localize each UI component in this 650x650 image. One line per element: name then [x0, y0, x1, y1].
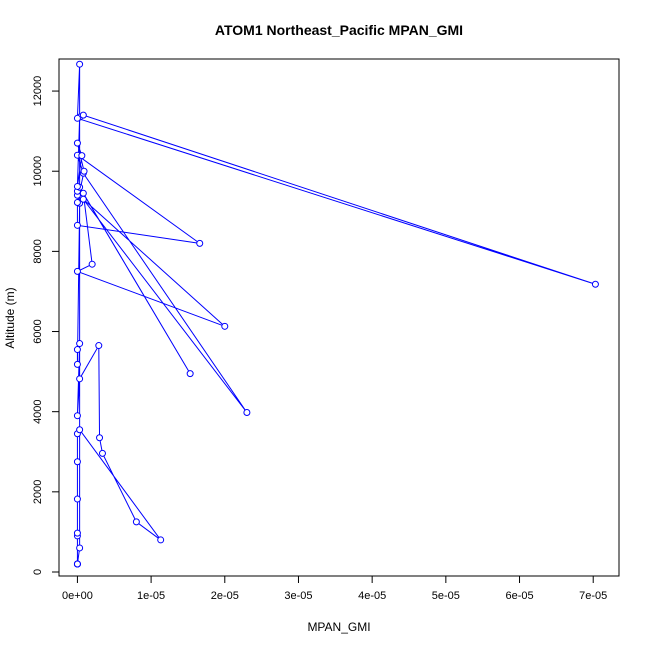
data-point [73, 139, 81, 147]
data-point [73, 267, 81, 275]
x-axis: 0e+00 1e-05 2e-05 3e-05 4e-05 5e-05 6e-05 7e-05 [62, 575, 607, 602]
data-point [73, 182, 81, 190]
x-tick-label: 0e+00 [62, 590, 93, 602]
x-tick-label: 4e-05 [358, 590, 386, 602]
data-point [96, 434, 104, 442]
data-point [79, 195, 87, 203]
series-line [76, 64, 596, 565]
y-tick-label: 12000 [32, 76, 44, 107]
data-point [73, 458, 81, 466]
x-tick-label: 7e-05 [579, 590, 607, 602]
data-point [76, 60, 84, 68]
data-point [591, 280, 599, 288]
data-point [73, 198, 81, 206]
y-tick-label: 6000 [32, 319, 44, 343]
data-point [132, 518, 140, 526]
data-point [79, 111, 87, 119]
plot-frame [58, 58, 620, 577]
data-point [73, 114, 81, 122]
data-point [76, 375, 84, 383]
data-point [73, 360, 81, 368]
data-point [88, 260, 96, 268]
data-point [221, 322, 229, 330]
data-point [78, 152, 86, 160]
y-tick-label: 8000 [32, 239, 44, 263]
x-tick-label: 3e-05 [284, 590, 312, 602]
y-axis-label: Altitude (m) [3, 287, 17, 348]
y-tick-label: 10000 [32, 156, 44, 187]
data-point [79, 189, 87, 197]
x-axis-label: MPAN_GMI [307, 620, 370, 634]
data-point [186, 370, 194, 378]
data-point [73, 495, 81, 503]
y-tick-label: 0 [32, 569, 44, 575]
y-tick-label: 2000 [32, 480, 44, 504]
data-point [95, 342, 103, 350]
data-point [76, 426, 84, 434]
x-tick-label: 6e-05 [505, 590, 533, 602]
data-point [243, 408, 251, 416]
data-point [73, 529, 81, 537]
y-tick-label: 4000 [32, 399, 44, 423]
x-tick-label: 5e-05 [432, 590, 460, 602]
data-point [73, 560, 81, 568]
series-layer [73, 60, 599, 568]
y-axis: 0 2000 4000 6000 8000 10000 12000 [32, 76, 60, 575]
data-point [73, 412, 81, 420]
chart-title: ATOM1 Northeast_Pacific MPAN_GMI [215, 22, 463, 38]
data-point [73, 221, 81, 229]
data-point [157, 536, 165, 544]
data-point [80, 167, 88, 175]
data-point [76, 544, 84, 552]
data-point [196, 239, 204, 247]
x-tick-label: 2e-05 [211, 590, 239, 602]
data-point [76, 340, 84, 348]
data-point [73, 346, 81, 354]
x-tick-label: 1e-05 [137, 590, 165, 602]
data-point [98, 449, 106, 457]
